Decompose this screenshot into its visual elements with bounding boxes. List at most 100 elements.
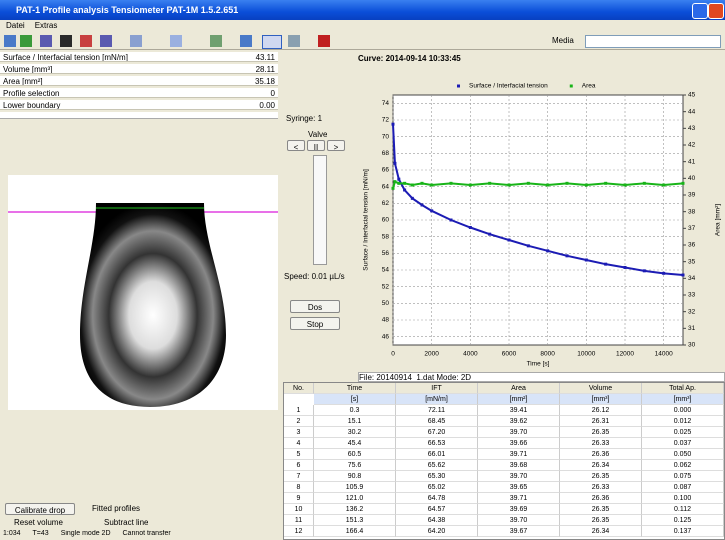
data-point (403, 182, 406, 185)
data-point (411, 184, 414, 187)
close-button[interactable] (708, 3, 724, 19)
property-row: Lower boundary0.00 (0, 100, 278, 110)
column-header[interactable]: Time (314, 383, 396, 394)
data-point (546, 184, 549, 187)
table-cell: 65.62 (396, 460, 478, 471)
y-axis-label: Surface / Interfacial tension [mN/m] (363, 169, 370, 271)
legend-label: Area (582, 83, 596, 90)
y-tick-label: 74 (382, 100, 390, 107)
table-cell: 26.35 (560, 504, 642, 515)
tool-button[interactable] (4, 35, 16, 47)
property-row: Surface / Interfacial tension [mN/m]43.1… (0, 52, 278, 62)
y2-tick-label: 32 (688, 308, 696, 315)
tool-button[interactable] (288, 35, 300, 47)
x-tick-label: 4000 (463, 351, 478, 358)
data-point (393, 180, 396, 183)
y-tick-label: 50 (382, 300, 390, 307)
data-point (488, 182, 491, 185)
status-item: Single mode 2D (61, 530, 111, 540)
tool-button[interactable] (240, 35, 252, 47)
table-cell: 67.20 (396, 427, 478, 438)
y2-tick-label: 33 (688, 292, 696, 299)
tool-button[interactable] (60, 35, 72, 47)
table-cell: 26.36 (560, 449, 642, 460)
table-cell: 2 (284, 416, 314, 427)
slider[interactable] (313, 155, 327, 265)
property-value: 35.18 (255, 77, 275, 86)
y2-tick-label: 31 (688, 325, 696, 332)
menu-item[interactable]: Extras (35, 21, 58, 31)
table-cell: 11 (284, 515, 314, 526)
table-cell: 26.12 (560, 405, 642, 416)
table-cell: 64.78 (396, 493, 478, 504)
table-cell: 72.11 (396, 405, 478, 416)
tool-button[interactable] (80, 35, 92, 47)
control-button[interactable]: Stop (290, 317, 340, 330)
table-cell: 26.36 (560, 493, 642, 504)
tool-button[interactable] (100, 35, 112, 47)
valve-button[interactable]: > (327, 140, 345, 151)
drop (80, 203, 226, 407)
column-header[interactable]: IFT (396, 383, 478, 394)
data-point (488, 233, 491, 236)
table-cell: 5 (284, 449, 314, 460)
column-header[interactable]: Area (478, 383, 560, 394)
property-label: Lower boundary (3, 101, 60, 110)
data-point (411, 197, 414, 200)
table-cell: 26.34 (560, 460, 642, 471)
y-tick-label: 54 (382, 267, 390, 274)
file-bar: File: 20140914_1.dat Mode: 2D (358, 372, 725, 382)
tool-button[interactable] (40, 35, 52, 47)
table-cell: 68.45 (396, 416, 478, 427)
tool-button[interactable] (318, 35, 330, 47)
column-header[interactable]: Total Ap. (642, 383, 724, 394)
menu-item[interactable]: Datei (6, 21, 25, 31)
x-tick-label: 2000 (424, 351, 439, 358)
status-bar: 1:034T=43Single mode 2DCannot transfer (0, 530, 283, 540)
calibrate-button[interactable]: Calibrate drop (5, 503, 75, 515)
x-axis-label: Time [s] (527, 361, 550, 368)
table-cell: 26.34 (560, 526, 642, 537)
table-cell: 39.62 (478, 416, 560, 427)
ruler (0, 112, 278, 119)
legend-label: Surface / Interfacial tension (469, 83, 548, 90)
data-point (566, 254, 569, 257)
table-cell: 39.70 (478, 427, 560, 438)
title-bar: PAT-1 Profile analysis Tensiometer PAT-1… (0, 0, 725, 20)
media-input[interactable] (585, 35, 721, 48)
property-row: Area [mm²] 35.18 (0, 76, 278, 86)
y-tick-label: 58 (382, 233, 390, 240)
data-point (624, 184, 627, 187)
minimize-button[interactable] (692, 3, 708, 19)
valve-button[interactable]: < (287, 140, 305, 151)
table-cell: 66.01 (396, 449, 478, 460)
table-cell: 0.000 (642, 405, 724, 416)
table-cell: 0.037 (642, 438, 724, 449)
column-header[interactable]: No. (284, 383, 314, 394)
tool-button[interactable] (210, 35, 222, 47)
table-cell: 39.71 (478, 449, 560, 460)
table-cell: 39.71 (478, 493, 560, 504)
table-cell: 26.33 (560, 482, 642, 493)
control-button[interactable]: Dos (290, 300, 340, 313)
data-point (527, 182, 530, 185)
table-cell: 64.38 (396, 515, 478, 526)
data-point (392, 187, 395, 190)
tool-button[interactable] (130, 35, 142, 47)
tool-button[interactable] (170, 35, 182, 47)
data-point (403, 189, 406, 192)
y-tick-label: 68 (382, 150, 390, 157)
table-cell: 121.0 (314, 493, 396, 504)
y2-tick-label: 35 (688, 258, 696, 265)
column-header[interactable]: Volume (560, 383, 642, 394)
table-cell: 26.35 (560, 515, 642, 526)
table-cell: 75.6 (314, 460, 396, 471)
property-label: Area [mm²] (3, 77, 43, 86)
tool-button[interactable] (262, 35, 282, 49)
table-cell: 0.025 (642, 427, 724, 438)
data-point (566, 182, 569, 185)
y2-tick-label: 36 (688, 242, 696, 249)
media-label: Media (552, 36, 574, 45)
tool-button[interactable] (20, 35, 32, 47)
valve-button[interactable]: II (307, 140, 325, 151)
